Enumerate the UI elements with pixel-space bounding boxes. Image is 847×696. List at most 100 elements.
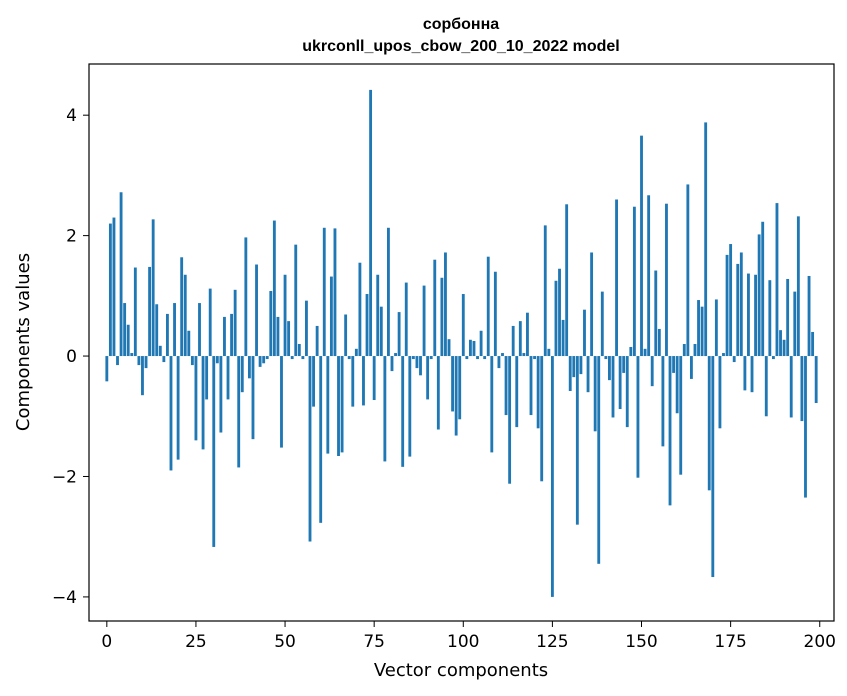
bar-182 xyxy=(754,274,757,357)
bar-178 xyxy=(739,252,743,357)
bar-44 xyxy=(262,356,266,364)
bar-65 xyxy=(337,356,340,457)
x-tick-label: 0 xyxy=(101,632,112,652)
bar-130 xyxy=(568,356,572,391)
x-axis-ticks: 0 25 50 75 100 125 150 175 200 xyxy=(101,621,836,652)
bar-29 xyxy=(208,288,212,357)
bar-153 xyxy=(650,356,654,387)
bar-105 xyxy=(479,330,483,357)
bar-184 xyxy=(761,221,765,357)
bar-53 xyxy=(294,244,298,357)
bar-37 xyxy=(237,356,241,468)
bar-192 xyxy=(789,356,793,418)
bar-58 xyxy=(312,356,315,407)
bar-51 xyxy=(287,321,291,357)
bar-71 xyxy=(358,262,362,357)
bar-20 xyxy=(176,356,180,460)
bar-159 xyxy=(672,356,676,373)
bar-109 xyxy=(493,271,497,357)
bar-83 xyxy=(401,356,405,467)
bar-188 xyxy=(775,203,779,357)
bar-55 xyxy=(301,356,305,360)
bar-66 xyxy=(340,356,344,453)
bar-33 xyxy=(223,316,226,357)
bar-89 xyxy=(422,285,426,357)
bar-148 xyxy=(632,206,636,357)
bar-164 xyxy=(689,356,693,379)
bar-180 xyxy=(747,273,750,357)
bar-38 xyxy=(240,356,244,393)
bar-73 xyxy=(365,294,369,357)
bar-77 xyxy=(379,306,383,357)
bar-85 xyxy=(408,356,412,457)
bar-138 xyxy=(597,356,601,564)
bar-189 xyxy=(779,330,782,357)
bar-86 xyxy=(411,356,415,360)
bar-106 xyxy=(483,356,487,360)
x-tick-label: 175 xyxy=(714,632,746,652)
bar-95 xyxy=(444,252,447,357)
bar-45 xyxy=(265,356,269,360)
bar-93 xyxy=(436,356,440,430)
bar-35 xyxy=(230,313,234,357)
bar-134 xyxy=(583,309,586,357)
bar-46 xyxy=(269,291,273,357)
bar-183 xyxy=(757,234,761,357)
bar-92 xyxy=(433,259,437,357)
bar-110 xyxy=(497,356,501,369)
bar-191 xyxy=(786,278,790,357)
bar-96 xyxy=(447,339,451,357)
bar-126 xyxy=(554,280,558,357)
bar-64 xyxy=(333,228,337,357)
bar-97 xyxy=(451,356,455,412)
bar-198 xyxy=(811,331,815,357)
bar-9 xyxy=(137,356,141,366)
bar-99 xyxy=(458,356,462,420)
bar-14 xyxy=(155,304,159,357)
bar-196 xyxy=(804,356,807,498)
bar-21 xyxy=(180,257,184,357)
bar-32 xyxy=(219,356,223,433)
bar-98 xyxy=(454,356,458,436)
bar-147 xyxy=(629,347,633,357)
bar-72 xyxy=(362,356,365,406)
x-tick-label: 75 xyxy=(363,632,385,652)
bar-108 xyxy=(490,356,494,453)
bar-18 xyxy=(169,356,173,471)
bar-43 xyxy=(258,356,262,367)
bar-144 xyxy=(618,356,622,410)
bar-6 xyxy=(126,324,130,357)
bar-157 xyxy=(665,203,668,357)
bar-132 xyxy=(575,356,579,525)
bar-34 xyxy=(226,356,230,400)
bar-60 xyxy=(319,356,323,523)
bar-197 xyxy=(807,275,811,357)
bar-151 xyxy=(643,348,647,357)
bar-112 xyxy=(504,356,508,416)
bar-75 xyxy=(372,356,376,401)
bar-76 xyxy=(376,274,380,357)
bar-11 xyxy=(144,356,148,369)
bar-2 xyxy=(112,217,116,357)
bar-15 xyxy=(158,345,162,357)
bar-82 xyxy=(397,312,401,357)
y-tick-label: −2 xyxy=(52,467,77,487)
bar-187 xyxy=(771,356,775,360)
bar-175 xyxy=(729,244,733,357)
bar-160 xyxy=(675,356,679,414)
bar-101 xyxy=(465,356,469,360)
plot-frame xyxy=(88,63,835,622)
bar-119 xyxy=(529,356,533,416)
x-tick-label: 50 xyxy=(274,632,296,652)
bar-8 xyxy=(133,267,137,357)
bar-146 xyxy=(625,356,629,428)
bar-143 xyxy=(615,199,618,357)
x-tick-label: 100 xyxy=(447,632,479,652)
bar-28 xyxy=(205,356,209,400)
bar-145 xyxy=(622,356,626,373)
x-tick-label: 25 xyxy=(185,632,207,652)
bar-173 xyxy=(722,353,725,357)
bar-91 xyxy=(429,356,433,360)
bar-62 xyxy=(326,356,330,454)
bar-168 xyxy=(704,122,708,357)
